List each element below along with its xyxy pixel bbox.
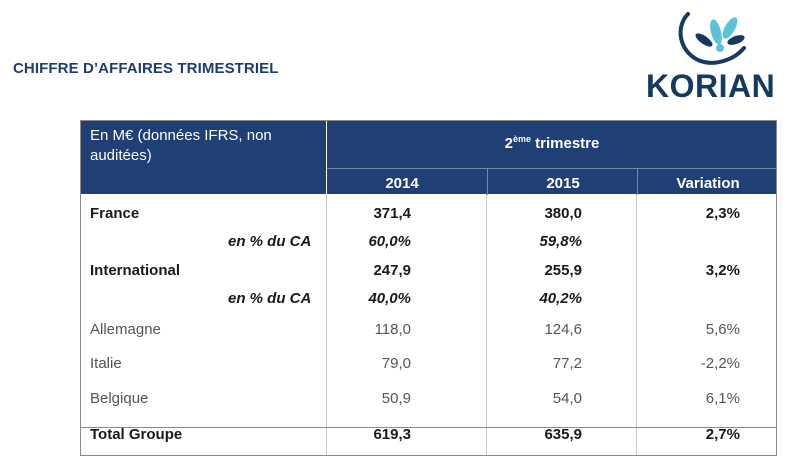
table-row: en % du CA 60,0% 59,8% (80, 228, 777, 256)
period-title: 2ème trimestre (504, 134, 600, 152)
row-label: International (90, 262, 181, 279)
table-row: France 371,4 380,0 2,3% (80, 200, 777, 228)
row-label: France (90, 205, 140, 222)
table-row: Belgique 50,9 54,0 6,1% (80, 385, 777, 413)
value-2014: 79,0 (381, 355, 411, 372)
value-2015: 77,2 (552, 355, 582, 372)
value-2015: 380,0 (544, 205, 582, 222)
column-divider (636, 194, 637, 456)
period-header: 2ème trimestre 2014 2015 Variation (326, 120, 778, 195)
column-divider (326, 194, 327, 456)
value-2015: 635,9 (544, 426, 582, 443)
column-divider (486, 194, 487, 456)
column-2014: 2014 (385, 175, 419, 192)
value-variation: -2,2% (700, 355, 740, 372)
total-divider (80, 427, 777, 428)
value-variation: 5,6% (705, 321, 740, 338)
table-row: en % du CA 40,0% 40,2% (80, 285, 777, 313)
value-2014: 60,0% (368, 233, 411, 250)
value-2015: 124,6 (544, 321, 582, 338)
value-2014: 247,9 (373, 262, 411, 279)
value-variation: 3,2% (705, 262, 740, 279)
row-label: Allemagne (90, 321, 161, 338)
row-label: Total Groupe (90, 426, 183, 443)
row-label: en % du CA (228, 290, 312, 307)
value-2015: 54,0 (552, 390, 582, 407)
logo-flower-icon (678, 12, 746, 65)
column-2015: 2015 (487, 169, 638, 195)
unit-header: En M€ (données IFRS, non auditées) (80, 120, 326, 194)
page-title: CHIFFRE D’AFFAIRES TRIMESTRIEL (13, 60, 279, 77)
row-label: Italie (90, 355, 122, 372)
value-variation: 2,7% (705, 426, 740, 443)
value-2014: 50,9 (381, 390, 411, 407)
value-variation: 6,1% (705, 390, 740, 407)
table-row: Total Groupe 619,3 635,9 2,7% (80, 421, 777, 449)
column-variation: Variation (637, 169, 778, 195)
row-label: en % du CA (228, 233, 312, 250)
value-2014: 40,0% (368, 290, 411, 307)
korian-logo: KORIAN (640, 4, 785, 104)
value-variation: 2,3% (705, 205, 740, 222)
table-row: International 247,9 255,9 3,2% (80, 257, 777, 285)
value-2015: 40,2% (539, 290, 582, 307)
logo-wordmark: KORIAN (646, 68, 776, 104)
value-2014: 619,3 (373, 426, 411, 443)
value-2015: 255,9 (544, 262, 582, 279)
table-row: Allemagne 118,0 124,6 5,6% (80, 316, 777, 344)
value-2014: 371,4 (373, 205, 411, 222)
revenue-table: En M€ (données IFRS, non auditées) 2ème … (80, 120, 777, 456)
row-label: Belgique (90, 390, 149, 407)
value-2015: 59,8% (539, 233, 582, 250)
table-row: Italie 79,0 77,2 -2,2% (80, 350, 777, 378)
value-2014: 118,0 (374, 321, 411, 338)
